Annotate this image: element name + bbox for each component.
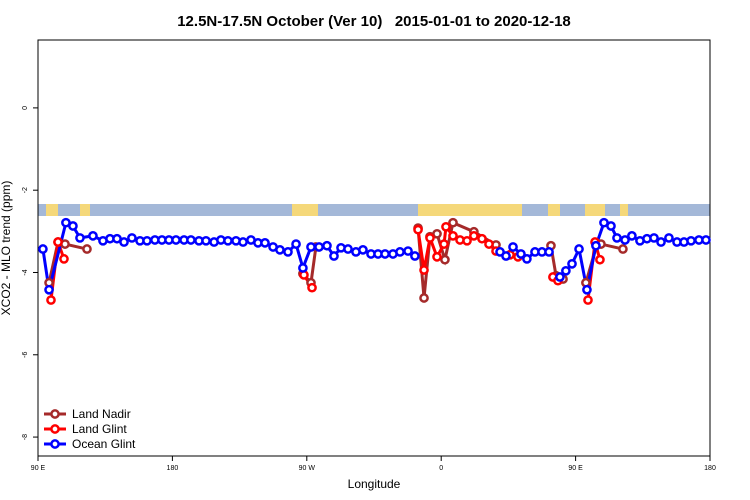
data-point bbox=[656, 237, 666, 247]
data-point bbox=[567, 258, 577, 269]
legend-item: Land Glint bbox=[44, 422, 127, 436]
legend-marker bbox=[50, 424, 60, 434]
x-tick-label: 90 W bbox=[299, 465, 316, 472]
y-tick-label: -8 bbox=[22, 434, 29, 440]
data-point bbox=[275, 245, 285, 255]
data-point bbox=[38, 244, 48, 254]
data-point bbox=[260, 238, 270, 248]
data-point bbox=[186, 235, 196, 245]
data-point bbox=[618, 244, 628, 254]
y-axis-label: XCO2 - MLO trend (ppm) bbox=[0, 181, 13, 316]
data-point bbox=[686, 235, 696, 246]
data-point bbox=[291, 239, 301, 249]
data-point bbox=[59, 254, 69, 264]
data-point bbox=[583, 295, 593, 305]
data-point bbox=[627, 231, 637, 241]
data-point bbox=[522, 254, 532, 264]
x-tick-label: 180 bbox=[704, 465, 716, 472]
data-point bbox=[298, 263, 308, 273]
y-tick-label: -6 bbox=[22, 352, 29, 358]
data-point bbox=[395, 247, 405, 257]
data-point bbox=[649, 233, 659, 243]
data-point bbox=[201, 235, 211, 246]
data-point bbox=[544, 247, 554, 257]
legend-label: Land Nadir bbox=[72, 407, 131, 421]
data-point bbox=[329, 251, 339, 261]
legend-label: Land Glint bbox=[72, 422, 127, 436]
legend-item: Land Nadir bbox=[44, 407, 131, 421]
map-strip bbox=[38, 204, 710, 216]
data-point bbox=[403, 246, 413, 256]
y-tick-label: 0 bbox=[22, 106, 29, 110]
data-point bbox=[462, 235, 472, 246]
y-tick-label: -4 bbox=[22, 269, 29, 275]
data-point bbox=[439, 239, 449, 249]
data-point bbox=[413, 224, 423, 235]
data-point bbox=[380, 249, 390, 259]
data-point bbox=[82, 244, 92, 254]
x-tick-label: 0 bbox=[439, 465, 443, 472]
data-point bbox=[561, 265, 571, 276]
data-point bbox=[142, 235, 152, 246]
legend-label: Ocean Glint bbox=[72, 437, 136, 451]
data-point bbox=[419, 293, 429, 303]
data-point bbox=[508, 242, 518, 252]
legend-marker bbox=[50, 439, 60, 449]
data-point bbox=[419, 265, 429, 275]
data-point bbox=[477, 233, 487, 244]
y-tick-label: -2 bbox=[22, 187, 29, 193]
data-point bbox=[410, 251, 420, 261]
data-point bbox=[171, 235, 181, 245]
data-point bbox=[223, 235, 233, 246]
data-point bbox=[306, 242, 316, 252]
data-point bbox=[44, 284, 54, 295]
data-point bbox=[448, 231, 458, 241]
data-point bbox=[440, 254, 450, 265]
chart-title: 12.5N-17.5N October (Ver 10) 2015-01-01 … bbox=[177, 13, 571, 30]
data-point bbox=[448, 217, 458, 228]
plot-frame bbox=[37, 39, 711, 457]
data-point bbox=[606, 221, 616, 231]
data-point bbox=[574, 244, 584, 254]
data-point bbox=[591, 240, 601, 251]
x-tick-label: 90 E bbox=[568, 465, 583, 472]
data-point bbox=[516, 249, 526, 259]
data-point bbox=[612, 233, 622, 243]
data-point bbox=[75, 233, 85, 243]
data-point bbox=[343, 244, 353, 254]
data-point bbox=[358, 245, 368, 255]
data-point bbox=[501, 251, 511, 261]
data-point bbox=[322, 240, 332, 251]
data-point bbox=[555, 272, 565, 282]
data-point bbox=[53, 237, 63, 247]
data-point bbox=[620, 235, 630, 245]
data-point bbox=[432, 228, 442, 239]
data-point bbox=[595, 254, 605, 265]
data-point bbox=[664, 233, 674, 243]
data-point bbox=[469, 231, 479, 241]
data-point bbox=[119, 237, 129, 247]
data-point bbox=[701, 235, 711, 245]
x-axis-label: Longitude bbox=[348, 477, 401, 491]
data-point bbox=[307, 282, 317, 293]
x-tick-label: 90 E bbox=[31, 465, 46, 472]
data-point bbox=[88, 231, 98, 241]
legend-marker bbox=[50, 409, 60, 419]
data-point bbox=[582, 284, 592, 295]
data-point bbox=[441, 221, 451, 232]
legend-item: Ocean Glint bbox=[44, 437, 136, 451]
data-point bbox=[283, 247, 293, 257]
data-point bbox=[484, 239, 494, 249]
data-point bbox=[46, 295, 56, 305]
data-point bbox=[314, 242, 324, 252]
data-point bbox=[425, 233, 435, 243]
data-point bbox=[68, 221, 78, 231]
x-tick-label: 180 bbox=[167, 465, 179, 472]
data-point bbox=[127, 233, 137, 243]
data-point bbox=[432, 251, 442, 262]
data-point bbox=[238, 237, 248, 247]
